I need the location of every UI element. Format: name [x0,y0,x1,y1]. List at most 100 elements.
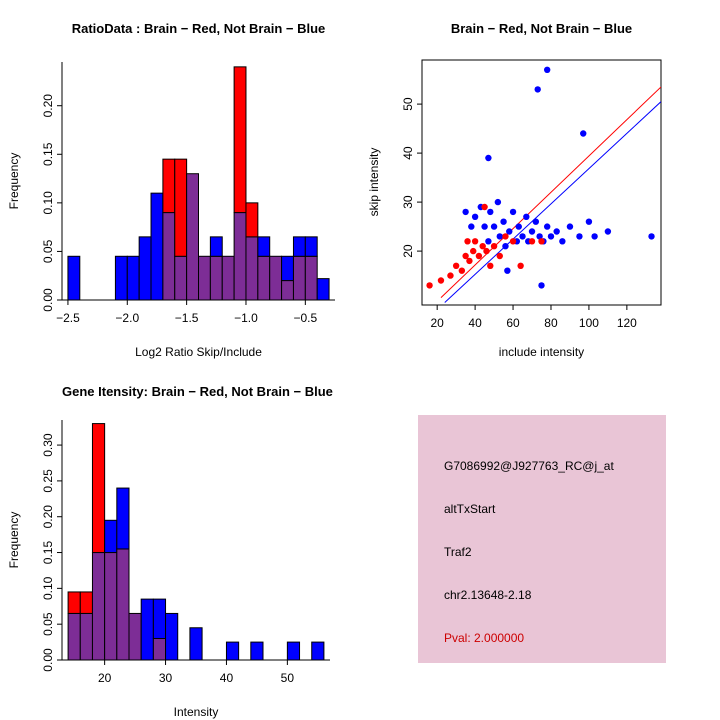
y-tick-label: 0.15 [41,142,55,166]
panel-gene-intensity-histogram: Gene Itensity: Brain − Red, Not Brain − … [0,375,360,720]
scatter-point-brain-red [470,247,477,255]
histogram-bar-brain-red [91,423,106,554]
pvalue: Pval: 2.000000 [444,631,525,645]
histogram-bar-not-brain-blue [114,255,128,301]
x-tick-label: −2.5 [56,311,80,325]
scatter-point-brain-red [538,238,545,245]
x-tick-label: 50 [281,671,295,685]
intensity-scatter-plot: 20 40 60 80 100 120 20 30 40 50 [401,59,662,330]
x-tick-label: −0.5 [293,311,317,325]
chart-title: RatioData : Brain − Red, Not Brain − Blu… [71,21,326,36]
scatter-point-not-brain-blue [532,218,540,225]
scatter-point-not-brain-blue [471,213,479,220]
scatter-point-brain-red [483,247,490,255]
scatter-point-brain-red [481,203,488,211]
x-tick-label: −1.5 [175,311,199,325]
scatter-point-brain-red [490,243,498,250]
scatter-point-not-brain-blue [523,213,530,220]
scatter-point-brain-red [462,252,469,260]
scatter-point-not-brain-blue [487,208,494,216]
scatter-point-not-brain-blue [543,223,551,230]
gene-intensity-histogram-plot: 20 30 40 50 0.00 0.05 0.10 0.15 0.20 0.25 0.30 [41,420,330,685]
scatter-point-not-brain-blue [490,223,498,230]
panel-intensity-scatter: Brain − Red, Not Brain − Blue skip inten… [360,0,720,375]
x-tick-label: 100 [579,316,599,330]
x-tick-label: 80 [544,316,558,330]
chart-title: Brain − Red, Not Brain − Blue [450,21,633,36]
x-tick-label: 30 [159,671,173,685]
scatter-point-not-brain-blue [648,233,655,240]
y-tick-label: 0.05 [41,612,55,636]
panel-ratio-histogram: RatioData : Brain − Red, Not Brain − Blu… [0,0,360,375]
histogram-bar-not-brain-blue [304,236,318,257]
scatter-point-not-brain-blue [462,208,469,216]
y-tick-label: 0.30 [41,433,55,457]
fit-line-blue [444,101,661,303]
probe-id: G7086992@J927763_RC@j_at [444,459,614,473]
y-tick-label: 0.20 [41,94,55,118]
scatter-point-not-brain-blue [500,218,507,225]
scatter-point-not-brain-blue [553,228,560,235]
plot-box [421,59,662,306]
scatter-point-not-brain-blue [534,86,541,93]
scatter-point-brain-red [528,238,536,245]
y-tick-label: 0.05 [41,239,55,263]
histogram-bar-overlap [233,212,247,301]
ratio-histogram-plot: −2.5 −2.0 −1.5 −1.0 −0.5 0.00 0.05 0.10 0.15 0.20 [41,62,335,325]
histogram-bar-not-brain-blue [152,598,167,640]
scatter-point-brain-red [426,282,433,289]
scatter-point-brain-red [502,233,509,240]
scatter-point-not-brain-blue [494,198,502,206]
scatter-point-brain-red [517,262,524,269]
x-tick-label: 20 [98,671,112,685]
scatter-point-not-brain-blue [604,228,612,235]
histogram-bar-not-brain-blue [292,236,306,257]
x-tick-label: −1.0 [234,311,258,325]
scatter-point-not-brain-blue [585,218,593,225]
scatter-point-not-brain-blue [485,238,492,245]
histogram-bar-overlap [91,552,106,661]
x-tick-label: 120 [617,316,637,330]
scatter-point-brain-red [471,238,479,245]
scatter-point-brain-red [437,277,445,284]
x-tick-label: 20 [430,316,444,330]
histogram-bar-not-brain-blue [116,487,130,550]
histogram-bar-overlap [257,255,271,301]
scatter-point-not-brain-blue [536,233,543,240]
histogram-bar-brain-red [162,158,176,214]
histogram-bar-not-brain-blue [281,255,294,282]
x-tick-label: −2.0 [115,311,139,325]
chart-title: Gene Itensity: Brain − Red, Not Brain − … [62,384,333,399]
histogram-bar-overlap [152,638,167,661]
histogram-bar-brain-red [245,202,259,238]
scatter-point-brain-red [479,243,486,250]
scatter-point-brain-red [475,252,483,260]
scatter-point-not-brain-blue [502,243,509,250]
genomic-location: chr2.13648-2.18 [444,588,532,602]
y-tick-label: 0.15 [41,541,55,565]
scatter-point-not-brain-blue [496,233,503,240]
gene-symbol: Traf2 [444,545,472,559]
y-tick-label: 0.00 [41,648,55,672]
histogram-bar-not-brain-blue [165,612,179,661]
scatter-point-not-brain-blue [528,228,536,235]
histogram-bar-brain-red [174,158,188,257]
histogram-bar-not-brain-blue [311,641,325,661]
histogram-bar-overlap [269,255,283,301]
histogram-bar-overlap [79,612,93,661]
x-tick-label: 60 [506,316,520,330]
scatter-point-not-brain-blue [566,223,574,230]
histogram-bar-not-brain-blue [67,255,81,301]
scatter-point-not-brain-blue [485,154,492,162]
y-tick-label: 20 [401,244,415,258]
histogram-bar-overlap [174,255,188,301]
histogram-bar-not-brain-blue [316,278,330,301]
histogram-bar-overlap [128,612,142,661]
scatter-point-brain-red [464,238,471,245]
scatter-point-not-brain-blue [591,233,598,240]
histogram-bar-not-brain-blue [189,627,203,661]
histogram-bar-not-brain-blue [104,519,118,554]
histogram-bar-overlap [162,212,176,301]
